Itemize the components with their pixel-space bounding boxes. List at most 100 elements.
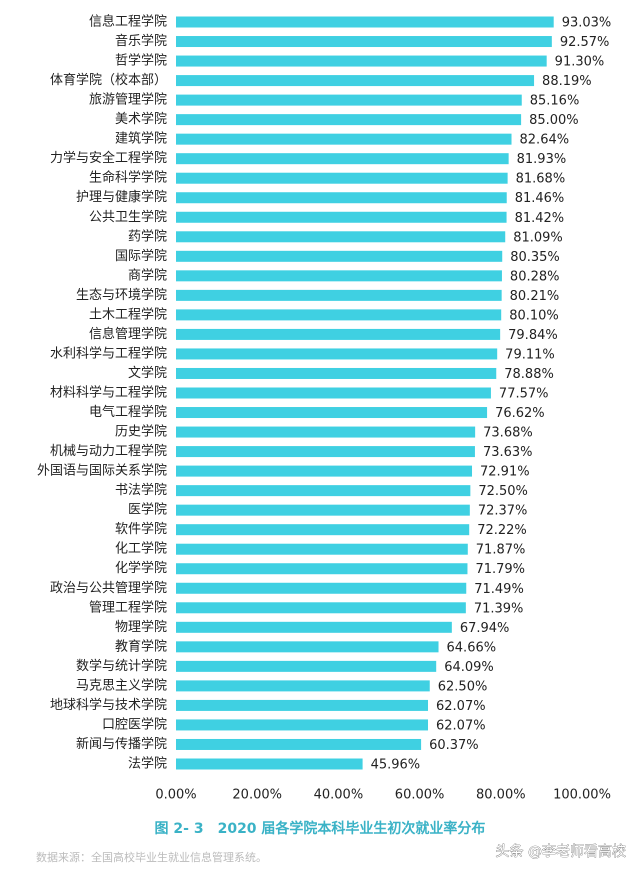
value-label: 62.07% [436, 718, 486, 733]
value-label: 81.93% [517, 152, 567, 167]
caption: 图 2- 3 2020 届各学院本科毕业生初次就业率分布 [155, 820, 486, 837]
bar [176, 543, 468, 555]
bar [176, 289, 502, 301]
bar [176, 36, 552, 48]
y-tick-label: 马克思主义学院 [76, 677, 167, 693]
y-tick-label: 新闻与传播学院 [76, 736, 167, 752]
bar [176, 114, 522, 126]
y-tick-label: 国际学院 [115, 248, 167, 264]
bar [176, 94, 522, 106]
y-tick-label: 化学学院 [115, 560, 167, 576]
value-label: 71.49% [474, 582, 524, 597]
value-label: 71.87% [476, 543, 526, 558]
bar [176, 485, 471, 497]
bar [176, 75, 535, 87]
source: 数据来源：全国高校毕业生就业信息管理系统。 [36, 850, 267, 864]
bar [176, 699, 429, 711]
value-label: 80.28% [510, 269, 560, 284]
x-tick-label: 40.00% [314, 788, 364, 803]
y-tick-label: 音乐学院 [115, 33, 167, 49]
value-label: 62.50% [438, 679, 488, 694]
y-tick-label: 法学院 [128, 756, 167, 772]
bar [176, 231, 506, 243]
y-tick-label: 体育学院（校本部） [50, 72, 167, 88]
bar [176, 465, 473, 477]
value-label: 60.37% [429, 738, 479, 753]
value-label: 88.19% [542, 74, 592, 89]
value-label: 71.79% [475, 562, 525, 577]
value-label: 67.94% [460, 621, 510, 636]
y-tick-label: 信息工程学院 [89, 14, 167, 30]
bar [176, 172, 508, 184]
bar [176, 153, 509, 165]
bar [176, 55, 547, 67]
value-label: 91.30% [555, 55, 605, 70]
y-tick-label: 历史学院 [115, 424, 167, 440]
y-tick-label: 建筑学院 [115, 131, 167, 147]
y-tick-label: 哲学学院 [115, 53, 167, 69]
value-label: 77.57% [499, 387, 549, 402]
value-label: 64.09% [444, 660, 494, 675]
y-tick-label: 软件学院 [115, 521, 167, 537]
bar [176, 211, 507, 223]
y-tick-label: 书法学院 [115, 482, 167, 498]
bar [176, 367, 497, 379]
value-label: 85.16% [530, 94, 580, 109]
y-tick-label: 生态与环境学院 [76, 287, 167, 303]
y-tick-label: 土木工程学院 [89, 306, 167, 322]
bar [176, 387, 491, 399]
value-label: 80.10% [509, 308, 559, 323]
bar [176, 524, 470, 536]
value-label: 73.63% [483, 445, 533, 460]
x-tick-label: 20.00% [232, 788, 282, 803]
x-tick-label: 80.00% [476, 788, 526, 803]
value-label: 73.68% [483, 426, 533, 441]
y-tick-label: 化工学院 [115, 541, 167, 557]
y-tick-label: 物理学院 [115, 619, 167, 635]
bar [176, 328, 501, 340]
bar [176, 719, 429, 731]
value-label: 79.84% [508, 328, 558, 343]
value-label: 81.42% [515, 211, 565, 226]
y-tick-label: 材料科学与工程学院 [50, 385, 167, 401]
y-tick-label: 旅游管理学院 [89, 92, 167, 108]
y-tick-label: 力学与安全工程学院 [50, 150, 167, 166]
y-tick-label: 地球科学与技术学院 [50, 697, 167, 713]
y-tick-label: 商学院 [128, 267, 167, 283]
y-tick-label: 文学院 [128, 365, 167, 381]
y-tick-label: 口腔医学院 [102, 716, 167, 732]
bar [176, 660, 437, 672]
bar [176, 446, 475, 458]
y-tick-label: 美术学院 [115, 111, 167, 127]
value-label: 62.07% [436, 699, 486, 714]
bar [176, 270, 502, 282]
bar [176, 192, 507, 204]
y-tick-label: 医学院 [128, 502, 167, 518]
value-label: 72.50% [478, 484, 528, 499]
value-label: 71.39% [474, 601, 524, 616]
value-label: 72.37% [478, 504, 528, 519]
value-label: 85.00% [529, 113, 579, 128]
value-label: 78.88% [504, 367, 554, 382]
x-tick-label: 60.00% [395, 788, 445, 803]
y-tick-label: 管理工程学院 [89, 599, 167, 615]
value-label: 64.66% [447, 640, 497, 655]
value-label: 76.62% [495, 406, 545, 421]
y-tick-label: 外国语与国际关系学院 [37, 463, 167, 479]
bar [176, 407, 488, 419]
x-tick-label: 0.00% [155, 788, 196, 803]
value-label: 80.35% [510, 250, 560, 265]
value-label: 80.21% [510, 289, 560, 304]
y-tick-label: 药学院 [128, 228, 167, 244]
bar [176, 250, 503, 262]
value-label: 92.57% [560, 35, 610, 50]
y-tick-label: 公共卫生学院 [89, 209, 167, 225]
bar [176, 641, 439, 653]
value-label: 81.46% [515, 191, 565, 206]
x-tick-label: 100.00% [553, 788, 611, 803]
y-tick-label: 数学与统计学院 [76, 658, 167, 674]
value-label: 72.91% [480, 465, 530, 480]
y-tick-label: 信息管理学院 [89, 326, 167, 342]
